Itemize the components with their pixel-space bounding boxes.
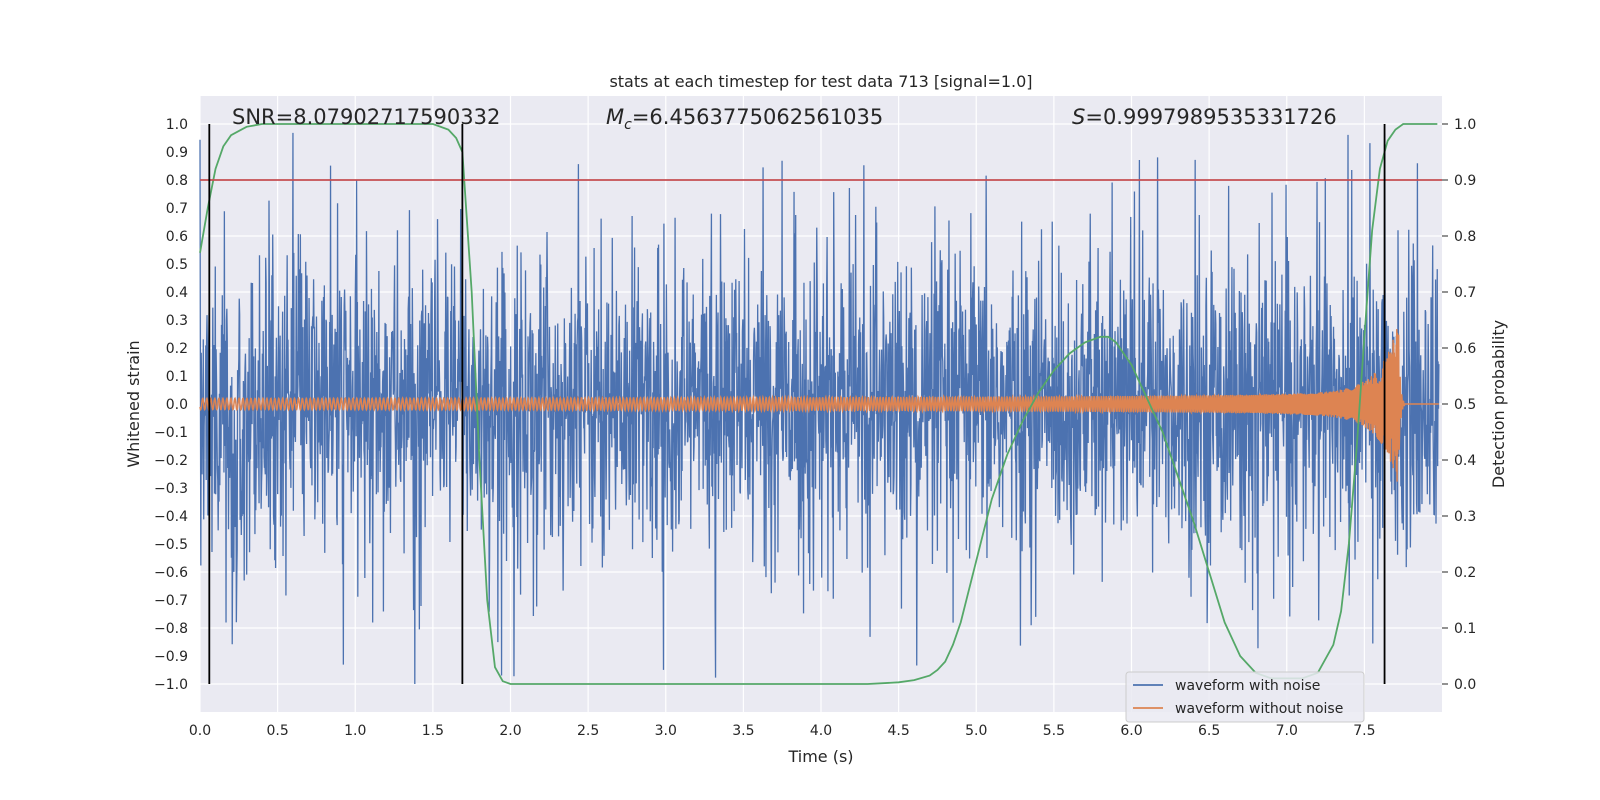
x-tick-label: 6.0 (1120, 723, 1142, 739)
y2-tick-label: 0.3 (1454, 509, 1476, 525)
x-tick-label: 0.5 (266, 723, 288, 739)
y2-tick-label: 0.1 (1454, 621, 1476, 637)
detection-probability-line (199, 123, 1438, 685)
score-value: =0.9997989535331726 (1085, 105, 1336, 129)
y-tick-label: −0.8 (154, 621, 188, 637)
x-tick-label: 4.5 (887, 723, 909, 739)
chirp-mass-subscript: c (624, 117, 632, 133)
y-tick-label: 0.5 (166, 257, 188, 273)
chirp-mass-value: =6.4563775062561035 (632, 105, 883, 129)
series-waveform-without-noise (199, 329, 1439, 482)
y-tick-label: −0.1 (154, 425, 188, 441)
legend-box (1125, 671, 1365, 723)
series-waveform-with-noise (199, 132, 1440, 685)
y-axis-label: Whitened strain (124, 340, 143, 467)
noisy-waveform-line (199, 132, 1440, 685)
x-tick-label: 4.0 (810, 723, 832, 739)
y-tick-label: −0.7 (154, 593, 188, 609)
y2-tick-label: 0.9 (1454, 173, 1476, 189)
y-tick-label: −0.2 (154, 453, 188, 469)
tick-labels: 0.0 0.5 1.0 1.5 2.0 2.5 3.0 3.5 4.0 4.5 5.0 5.5 6.0 6… (154, 117, 1476, 739)
y2-tick-label: 0.4 (1454, 453, 1476, 469)
y-tick-label: 0.8 (166, 173, 188, 189)
y-tick-label: 0.6 (166, 229, 188, 245)
y2-tick-label: 0.5 (1454, 397, 1476, 413)
x-tick-label: 6.5 (1198, 723, 1220, 739)
chart-title: stats at each timestep for test data 713… (609, 72, 1032, 91)
score-symbol: S (1072, 105, 1085, 129)
x-axis-label: Time (s) (787, 747, 853, 766)
snr-annotation: SNR=8.07902717590332 (232, 105, 500, 129)
y-tick-label: −0.5 (154, 537, 188, 553)
y-tick-label: 0.4 (166, 285, 188, 301)
y-tick-label: 0.7 (166, 201, 188, 217)
y2-tick-label: 0.6 (1454, 341, 1476, 357)
y-tick-label: −1.0 (154, 677, 188, 693)
series-detection-probability (199, 123, 1438, 685)
x-tick-label: 2.5 (577, 723, 599, 739)
overlay-lines (200, 124, 1442, 684)
y-tick-label: 0.2 (166, 341, 188, 357)
y-tick-label: −0.6 (154, 565, 188, 581)
y-tick-label: 0.1 (166, 369, 188, 385)
chirp-mass-symbol: M (606, 105, 624, 129)
x-tick-label: 3.0 (655, 723, 677, 739)
y2-tick-label: 0.7 (1454, 285, 1476, 301)
clean-waveform-line (199, 329, 1439, 482)
y-tick-label: 0.0 (166, 397, 188, 413)
legend-label-clean: waveform without noise (1175, 701, 1343, 717)
y2-tick-label: 1.0 (1454, 117, 1476, 133)
score-annotation: S=0.9997989535331726 (1072, 105, 1337, 129)
legend: waveform with noise waveform without noi… (1125, 671, 1365, 723)
x-tick-label: 3.5 (732, 723, 754, 739)
y-tick-label: 1.0 (166, 117, 188, 133)
legend-label-noisy: waveform with noise (1175, 678, 1320, 694)
y-tick-label: 0.9 (166, 145, 188, 161)
x-tick-label: 2.0 (499, 723, 521, 739)
x-tick-label: 7.0 (1276, 723, 1298, 739)
y-tick-label: 0.3 (166, 313, 188, 329)
x-tick-label: 5.5 (1043, 723, 1065, 739)
y2-tick-label: 0.8 (1454, 229, 1476, 245)
y2-axis-label: Detection probability (1489, 320, 1508, 488)
y-tick-label: −0.9 (154, 649, 188, 665)
y-tick-label: −0.4 (154, 509, 188, 525)
x-tick-label: 1.0 (344, 723, 366, 739)
y2-tick-label: 0.2 (1454, 565, 1476, 581)
x-tick-label: 7.5 (1353, 723, 1375, 739)
x-tick-label: 0.0 (189, 723, 211, 739)
y2-tick-label: 0.0 (1454, 677, 1476, 693)
x-tick-label: 1.5 (422, 723, 444, 739)
chirp-mass-annotation: Mc=6.4563775062561035 (606, 105, 883, 133)
x-tick-label: 5.0 (965, 723, 987, 739)
y-tick-label: −0.3 (154, 481, 188, 497)
